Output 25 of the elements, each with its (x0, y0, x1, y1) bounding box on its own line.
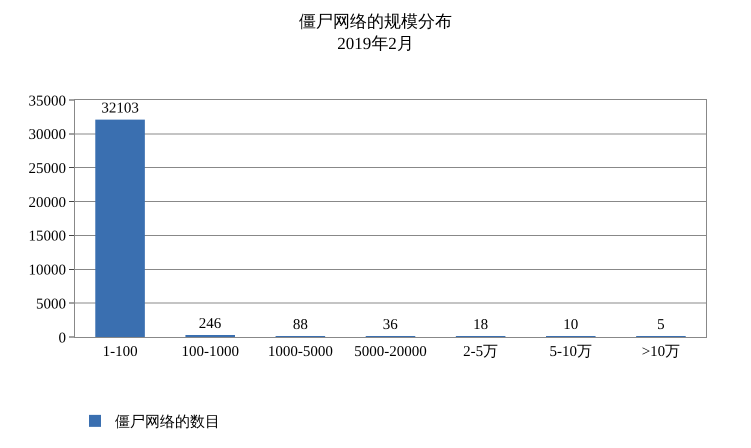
x-tick-label: 2-5万 (463, 344, 498, 360)
x-tick-label: 5000-20000 (354, 344, 427, 360)
y-tick-label: 10000 (28, 262, 66, 279)
y-tick-label: 30000 (28, 127, 66, 144)
data-label: 246 (198, 316, 222, 332)
x-tick-label: 100-1000 (181, 344, 239, 360)
y-tick-label: 20000 (28, 194, 66, 211)
legend-label: 僵尸网络的数目 (115, 414, 220, 431)
data-label: 32103 (101, 100, 139, 117)
x-tick-label: 1000-5000 (268, 344, 333, 360)
x-tick-label: 1-100 (102, 344, 138, 360)
data-label: 5 (657, 317, 665, 333)
y-tick-label: 25000 (28, 160, 66, 177)
bar (95, 120, 145, 337)
data-label: 18 (473, 317, 488, 333)
y-tick-label: 35000 (28, 93, 66, 110)
y-tick-label: 15000 (28, 228, 66, 245)
y-tick-label: 0 (58, 330, 66, 346)
y-tick-label: 5000 (36, 296, 66, 312)
data-label: 88 (292, 317, 308, 333)
data-label: 36 (382, 317, 398, 333)
x-tick-label: >10万 (642, 344, 680, 360)
x-tick-label: 5-10万 (550, 344, 592, 360)
chart-title: 僵尸网络的规模分布 2019年2月 (299, 12, 452, 53)
data-label: 10 (563, 317, 578, 333)
